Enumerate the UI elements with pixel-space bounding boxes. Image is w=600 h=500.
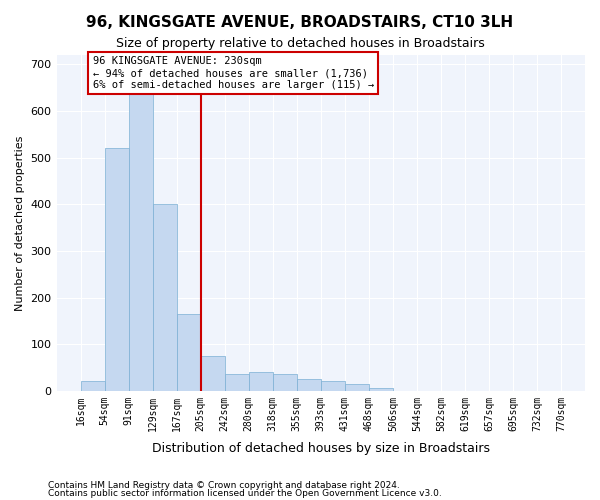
Bar [249,372,273,391]
Bar [128,88,152,391]
Y-axis label: Number of detached properties: Number of detached properties [15,135,25,310]
Bar [273,374,297,391]
Text: 96, KINGSGATE AVENUE, BROADSTAIRS, CT10 3LH: 96, KINGSGATE AVENUE, BROADSTAIRS, CT10 … [86,15,514,30]
Bar [80,382,104,391]
Text: Contains public sector information licensed under the Open Government Licence v3: Contains public sector information licen… [48,488,442,498]
Bar [369,388,393,391]
Bar [104,148,128,391]
Bar [345,384,369,391]
Text: Contains HM Land Registry data © Crown copyright and database right 2024.: Contains HM Land Registry data © Crown c… [48,481,400,490]
Bar [297,379,321,391]
Text: Size of property relative to detached houses in Broadstairs: Size of property relative to detached ho… [116,38,484,51]
Bar [200,356,224,391]
X-axis label: Distribution of detached houses by size in Broadstairs: Distribution of detached houses by size … [152,442,490,455]
Bar [152,204,176,391]
Text: 96 KINGSGATE AVENUE: 230sqm
← 94% of detached houses are smaller (1,736)
6% of s: 96 KINGSGATE AVENUE: 230sqm ← 94% of det… [92,56,374,90]
Bar [176,314,200,391]
Bar [321,382,345,391]
Bar [224,374,249,391]
